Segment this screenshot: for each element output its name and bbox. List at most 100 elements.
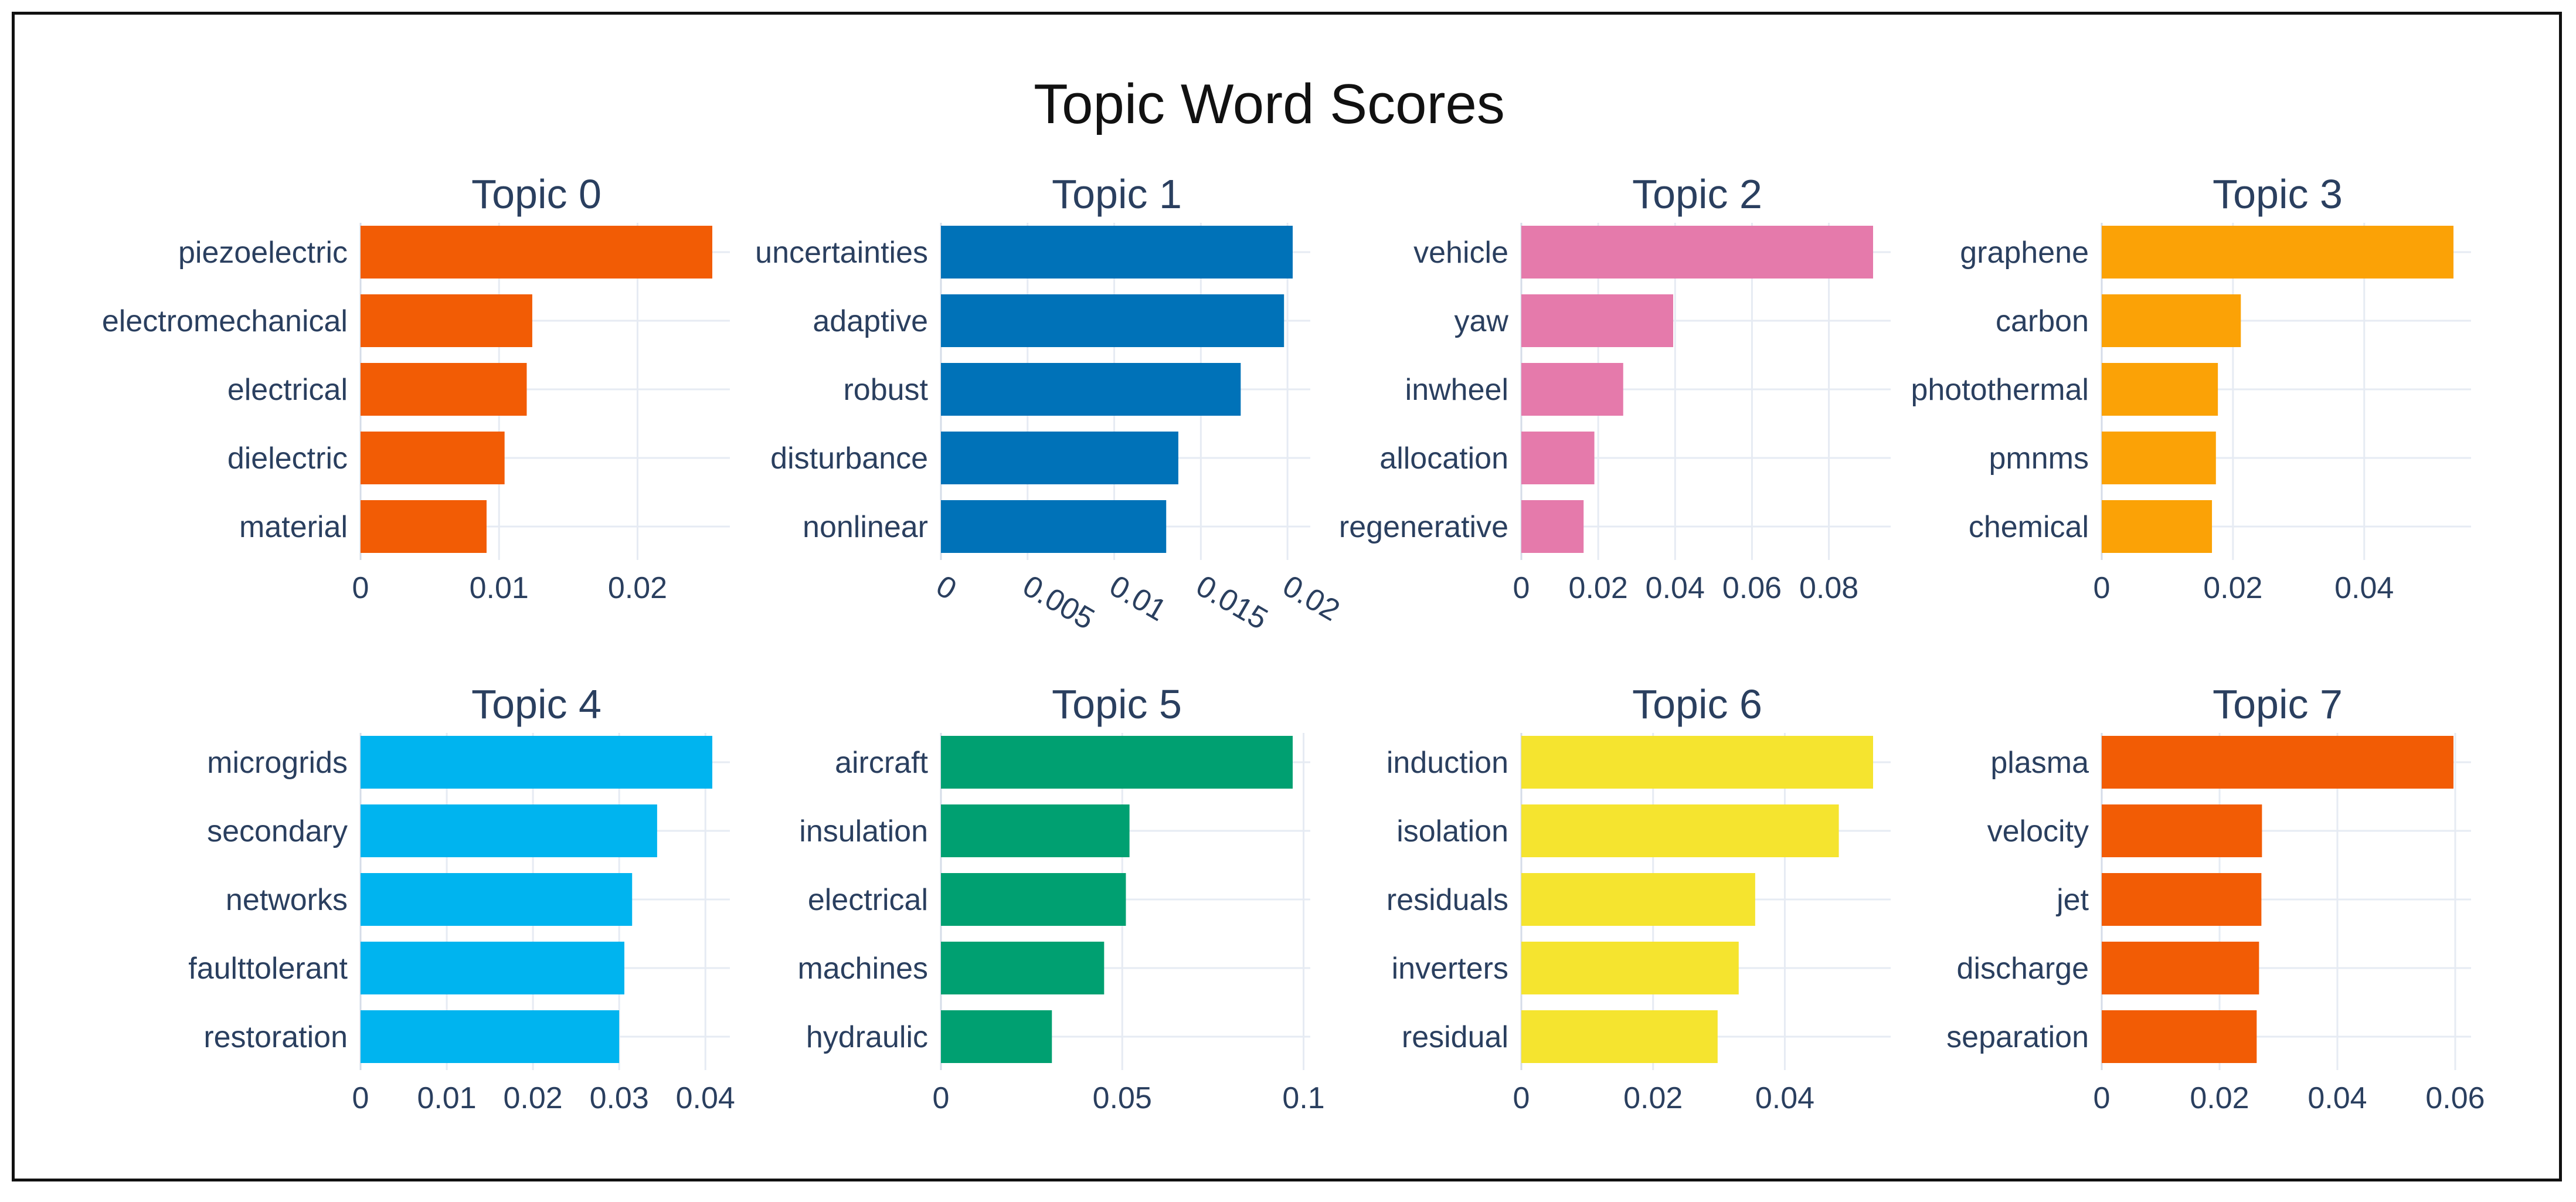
bar-velocity xyxy=(2102,804,2262,857)
bar-residuals xyxy=(1521,873,1755,926)
category-label: discharge xyxy=(1957,952,2089,986)
subplot-title: Topic 6 xyxy=(1632,681,1762,727)
bar-inverters xyxy=(1521,942,1739,994)
category-label: piezoelectric xyxy=(178,236,348,270)
x-tick-label: 0.01 xyxy=(1104,569,1173,628)
bar-microgrids xyxy=(361,736,712,789)
bar-uncertainties xyxy=(941,226,1293,279)
bar-hydraulic xyxy=(941,1010,1052,1063)
bar-inwheel xyxy=(1521,363,1623,416)
x-tick-label: 0.06 xyxy=(2425,1081,2485,1115)
x-tick-label: 0.02 xyxy=(1623,1081,1683,1115)
subplot-topic-4: Topic 4 microgrids secondary networks faultt… xyxy=(188,681,735,1115)
x-tick-label: 0.02 xyxy=(1277,569,1345,628)
subplot-title: Topic 4 xyxy=(471,681,601,727)
bar-material xyxy=(361,500,487,553)
bar-electrical xyxy=(941,873,1126,926)
category-label: inverters xyxy=(1392,952,1508,986)
bar-restoration xyxy=(361,1010,620,1063)
subplot-title: Topic 2 xyxy=(1632,171,1762,217)
x-tick-label: 0 xyxy=(2094,571,2111,605)
bar-residual xyxy=(1521,1010,1718,1063)
category-label: regenerative xyxy=(1339,510,1508,544)
x-tick-label: 0.01 xyxy=(470,571,529,605)
subplot-grid: Topic 0 piezoelectric electromechanical ele… xyxy=(102,171,2485,1115)
category-label: yaw xyxy=(1454,304,1509,338)
x-tick-label: 0.06 xyxy=(1722,571,1782,605)
bar-plasma xyxy=(2102,736,2453,789)
category-label: electrical xyxy=(227,373,348,407)
category-label: machines xyxy=(797,952,928,986)
category-label: secondary xyxy=(207,814,348,848)
subplot-title: Topic 1 xyxy=(1052,171,1182,217)
category-label: aircraft xyxy=(835,746,928,780)
x-tick-label: 0.01 xyxy=(417,1081,476,1115)
subplot-topic-1: Topic 1 uncertainties adaptive robust distur… xyxy=(755,171,1345,636)
subplot-topic-6: Topic 6 induction isolation residuals invert… xyxy=(1386,681,1891,1115)
x-tick-label: 0.02 xyxy=(1569,571,1628,605)
category-label: separation xyxy=(1946,1020,2089,1054)
bar-piezoelectric xyxy=(361,226,712,279)
category-label: plasma xyxy=(1990,746,2089,780)
bar-separation xyxy=(2102,1010,2257,1063)
bar-carbon xyxy=(2102,294,2241,347)
x-tick-label: 0.08 xyxy=(1799,571,1858,605)
category-label: uncertainties xyxy=(755,236,928,270)
bar-chemical xyxy=(2102,500,2213,553)
bar-jet xyxy=(2102,873,2262,926)
bar-networks xyxy=(361,873,633,926)
category-label: robust xyxy=(843,373,928,407)
x-tick-label: 0 xyxy=(352,571,369,605)
bar-robust xyxy=(941,363,1241,416)
x-tick-label: 0.02 xyxy=(2203,571,2262,605)
x-tick-label: 0.1 xyxy=(1282,1081,1324,1115)
x-tick-label: 0 xyxy=(2094,1081,2111,1115)
x-tick-label: 0.04 xyxy=(676,1081,735,1115)
category-label: hydraulic xyxy=(806,1020,928,1054)
category-label: jet xyxy=(2055,883,2089,917)
category-label: material xyxy=(239,510,348,544)
subplot-title: Topic 7 xyxy=(2213,681,2343,727)
bar-secondary xyxy=(361,804,657,857)
category-label: residuals xyxy=(1386,883,1508,917)
bar-electromechanical xyxy=(361,294,532,347)
x-tick-label: 0 xyxy=(1513,1081,1530,1115)
x-tick-label: 0 xyxy=(352,1081,369,1115)
category-label: pmnms xyxy=(1989,442,2089,476)
bar-pmnms xyxy=(2102,432,2216,484)
category-label: velocity xyxy=(1987,814,2089,848)
x-tick-label: 0 xyxy=(930,569,962,607)
category-label: disturbance xyxy=(770,442,928,476)
bar-aircraft xyxy=(941,736,1293,789)
category-label: carbon xyxy=(1996,304,2089,338)
bar-regenerative xyxy=(1521,500,1584,553)
x-tick-label: 0.02 xyxy=(2190,1081,2249,1115)
category-label: dielectric xyxy=(227,442,348,476)
category-label: induction xyxy=(1386,746,1508,780)
bar-photothermal xyxy=(2102,363,2218,416)
bar-nonlinear xyxy=(941,500,1167,553)
category-label: electromechanical xyxy=(102,304,348,338)
category-label: electrical xyxy=(808,883,928,917)
x-tick-label: 0.05 xyxy=(1093,1081,1152,1115)
category-label: adaptive xyxy=(813,304,928,338)
category-label: insulation xyxy=(799,814,928,848)
category-label: isolation xyxy=(1396,814,1508,848)
category-label: microgrids xyxy=(207,746,348,780)
subplot-topic-5: Topic 5 aircraft insulation electrical machi… xyxy=(797,681,1324,1115)
x-tick-label: 0.02 xyxy=(504,1081,563,1115)
subplot-title: Topic 0 xyxy=(471,171,601,217)
chart-title: Topic Word Scores xyxy=(1034,73,1505,135)
category-label: nonlinear xyxy=(803,510,928,544)
bar-vehicle xyxy=(1521,226,1873,279)
subplot-topic-0: Topic 0 piezoelectric electromechanical ele… xyxy=(102,171,730,605)
subplot-topic-7: Topic 7 plasma velocity jet discharge separat… xyxy=(1946,681,2485,1115)
x-tick-label: 0.02 xyxy=(608,571,667,605)
bar-machines xyxy=(941,942,1105,994)
category-label: allocation xyxy=(1379,442,1508,476)
bar-insulation xyxy=(941,804,1130,857)
bar-yaw xyxy=(1521,294,1674,347)
x-tick-label: 0 xyxy=(1513,571,1530,605)
category-label: vehicle xyxy=(1413,236,1508,270)
x-tick-label: 0.04 xyxy=(2307,1081,2367,1115)
